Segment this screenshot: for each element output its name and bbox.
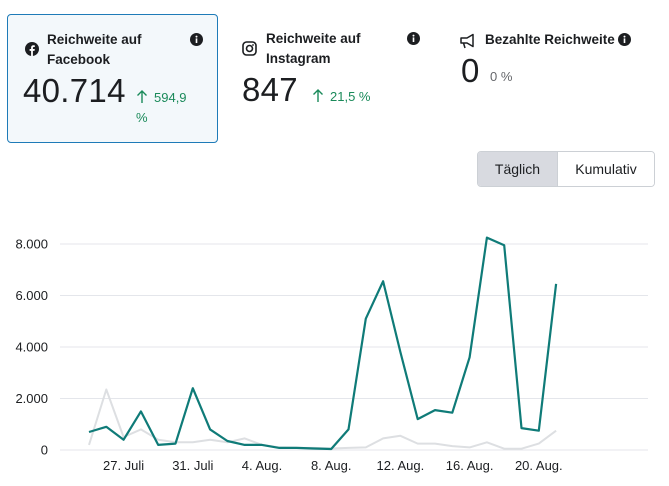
instagram-icon xyxy=(242,41,257,61)
change-indicator: 594,9 % xyxy=(136,88,196,128)
x-tick-label: 16. Aug. xyxy=(446,458,494,473)
toggle-daily-button[interactable]: Täglich xyxy=(478,152,557,186)
x-tick-label: 31. Juli xyxy=(172,458,213,473)
y-tick-label: 8.000 xyxy=(15,237,48,252)
y-tick-label: 0 xyxy=(41,443,48,458)
paid-reach-card[interactable]: Bezahlte Reichweite 0 0 % xyxy=(445,14,645,143)
arrow-up-icon xyxy=(136,90,148,104)
change-value: 594,9 % xyxy=(136,90,187,125)
change-indicator: 21,5 % xyxy=(312,87,370,107)
megaphone-icon xyxy=(459,33,477,54)
metric-value: 40.714 xyxy=(23,72,126,109)
arrow-up-icon xyxy=(312,89,324,103)
series-line-facebook xyxy=(88,236,558,451)
facebook-icon xyxy=(25,42,39,61)
instagram-reach-card[interactable]: Reichweite auf Instagram 847 21,5 % xyxy=(226,14,437,143)
x-tick-label: 4. Aug. xyxy=(242,458,282,473)
y-tick-label: 6.000 xyxy=(15,288,48,303)
metric-value: 847 xyxy=(242,71,298,108)
series-line-instagram xyxy=(88,388,557,450)
card-title: Reichweite auf Instagram xyxy=(266,31,361,66)
facebook-reach-card[interactable]: Reichweite auf Facebook 40.714 594,9 % xyxy=(7,14,218,143)
info-icon[interactable] xyxy=(190,33,203,46)
toggle-cumulative-button[interactable]: Kumulativ xyxy=(557,152,654,186)
view-toggle: Täglich Kumulativ xyxy=(477,151,655,187)
card-title: Bezahlte Reichweite xyxy=(485,32,615,47)
x-tick-label: 8. Aug. xyxy=(311,458,351,473)
info-icon[interactable] xyxy=(407,32,420,45)
info-icon[interactable] xyxy=(618,33,631,46)
x-tick-label: 27. Juli xyxy=(103,458,144,473)
change-value: 0 % xyxy=(490,69,513,84)
y-tick-label: 2.000 xyxy=(15,391,48,406)
change-value: 21,5 % xyxy=(330,89,371,104)
x-tick-label: 20. Aug. xyxy=(515,458,563,473)
x-tick-label: 12. Aug. xyxy=(377,458,425,473)
card-title: Reichweite auf Facebook xyxy=(47,32,142,67)
y-tick-label: 4.000 xyxy=(15,340,48,355)
metric-value: 0 xyxy=(461,52,480,89)
